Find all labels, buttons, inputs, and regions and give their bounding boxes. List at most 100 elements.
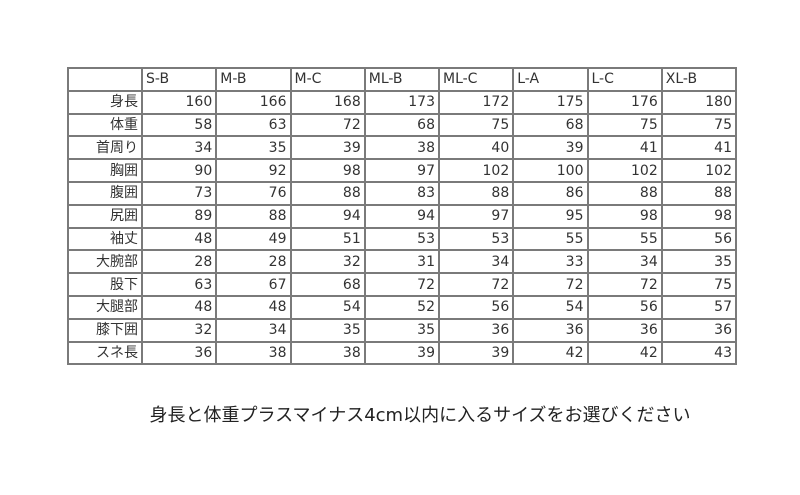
- table-cell: 32: [140, 317, 218, 343]
- table-cell: 88: [215, 203, 292, 229]
- table-cell: 172: [437, 89, 515, 115]
- table-row: 体重 58 63 72 68 75 68 75 75: [67, 112, 738, 138]
- header-row: S-B M-B M-C ML-B ML-C L-A L-C XL-B: [67, 67, 738, 92]
- table-cell: 97: [437, 203, 515, 229]
- table-cell: 68: [512, 112, 589, 138]
- table-cell: 98: [660, 203, 738, 229]
- table-cell: 36: [512, 317, 589, 343]
- row-label: 大腕部: [67, 249, 143, 275]
- row-label: 身長: [67, 89, 143, 115]
- table-cell: 31: [363, 249, 441, 275]
- table-cell: 54: [289, 294, 366, 320]
- table-cell: 38: [363, 135, 441, 161]
- row-label: 膝下囲: [67, 317, 143, 343]
- row-label: 袖丈: [67, 226, 143, 252]
- table-cell: 42: [586, 340, 663, 366]
- table-cell: 67: [215, 272, 292, 297]
- row-label: 股下: [67, 272, 143, 297]
- table-cell: 36: [140, 340, 218, 366]
- table-cell: 102: [437, 158, 515, 183]
- table-cell: 42: [512, 340, 589, 366]
- table-cell: 63: [140, 272, 218, 297]
- table-cell: 39: [363, 340, 441, 366]
- table-cell: 38: [289, 340, 366, 366]
- table-cell: 90: [140, 158, 218, 183]
- table-cell: 72: [363, 272, 441, 297]
- table-cell: 175: [512, 89, 589, 115]
- row-label: 胸囲: [67, 158, 143, 183]
- table-cell: 35: [363, 317, 441, 343]
- table-cell: 63: [215, 112, 292, 138]
- table-cell: 36: [586, 317, 663, 343]
- column-header: ML-C: [437, 67, 515, 92]
- table-cell: 34: [437, 249, 515, 275]
- table-cell: 41: [586, 135, 663, 161]
- table-cell: 73: [140, 180, 218, 206]
- table-cell: 102: [586, 158, 663, 183]
- table-cell: 95: [512, 203, 589, 229]
- table-cell: 88: [289, 180, 366, 206]
- table-row: 大腕部 28 28 32 31 34 33 34 35: [67, 249, 738, 275]
- table-cell: 160: [140, 89, 218, 115]
- table-cell: 39: [289, 135, 366, 161]
- table-cell: 28: [215, 249, 292, 275]
- table-cell: 83: [363, 180, 441, 206]
- table-cell: 72: [289, 112, 366, 138]
- row-label: 腹囲: [67, 180, 143, 206]
- table-row: 腹囲 73 76 88 83 88 86 88 88: [67, 180, 738, 206]
- table-cell: 56: [437, 294, 515, 320]
- table-cell: 68: [289, 272, 366, 297]
- table-row: 首周り 34 35 39 38 40 39 41 41: [67, 135, 738, 161]
- table-cell: 76: [215, 180, 292, 206]
- row-label: 尻囲: [67, 203, 143, 229]
- table-row: 袖丈 48 49 51 53 53 55 55 56: [67, 226, 738, 252]
- table-cell: 48: [140, 226, 218, 252]
- table-cell: 86: [512, 180, 589, 206]
- column-header: S-B: [140, 67, 218, 92]
- table-cell: 57: [660, 294, 738, 320]
- table-cell: 56: [586, 294, 663, 320]
- table-cell: 176: [586, 89, 663, 115]
- table-cell: 98: [289, 158, 366, 183]
- table-cell: 38: [215, 340, 292, 366]
- table-cell: 34: [215, 317, 292, 343]
- table-cell: 92: [215, 158, 292, 183]
- table-cell: 180: [660, 89, 738, 115]
- column-header: L-A: [512, 67, 589, 92]
- table-cell: 32: [289, 249, 366, 275]
- corner-cell: [67, 67, 143, 92]
- table-cell: 34: [586, 249, 663, 275]
- table-cell: 88: [660, 180, 738, 206]
- table-cell: 54: [512, 294, 589, 320]
- size-chart-table: S-B M-B M-C ML-B ML-C L-A L-C XL-B 身長 160 166 168 17…: [67, 67, 738, 366]
- table-cell: 88: [586, 180, 663, 206]
- table-cell: 36: [437, 317, 515, 343]
- table-cell: 40: [437, 135, 515, 161]
- table-cell: 75: [660, 272, 738, 297]
- table-cell: 48: [215, 294, 292, 320]
- table-cell: 51: [289, 226, 366, 252]
- table-cell: 75: [586, 112, 663, 138]
- table-cell: 49: [215, 226, 292, 252]
- table-row: 身長 160 166 168 173 172 175 176 180: [67, 89, 738, 115]
- table-row: スネ長 36 38 38 39 39 42 42 43: [67, 340, 738, 366]
- table-cell: 43: [660, 340, 738, 366]
- table-cell: 48: [140, 294, 218, 320]
- table-cell: 55: [586, 226, 663, 252]
- table-cell: 35: [215, 135, 292, 161]
- table-cell: 58: [140, 112, 218, 138]
- table-cell: 55: [512, 226, 589, 252]
- table-row: 尻囲 89 88 94 94 97 95 98 98: [67, 203, 738, 229]
- table-cell: 89: [140, 203, 218, 229]
- table-cell: 34: [140, 135, 218, 161]
- table-cell: 39: [512, 135, 589, 161]
- table-row: 大腿部 48 48 54 52 56 54 56 57: [67, 294, 738, 320]
- table-cell: 39: [437, 340, 515, 366]
- table-cell: 56: [660, 226, 738, 252]
- column-header: L-C: [586, 67, 663, 92]
- row-label: 首周り: [67, 135, 143, 161]
- table-cell: 94: [363, 203, 441, 229]
- table-cell: 53: [437, 226, 515, 252]
- table-cell: 41: [660, 135, 738, 161]
- table-cell: 98: [586, 203, 663, 229]
